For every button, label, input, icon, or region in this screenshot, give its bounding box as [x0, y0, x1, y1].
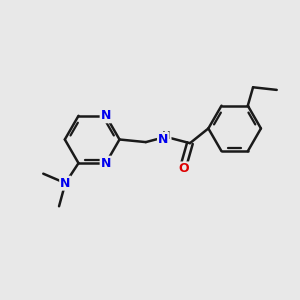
Text: N: N [100, 157, 111, 170]
Text: H: H [162, 131, 171, 141]
Text: N: N [60, 177, 70, 190]
Text: O: O [178, 162, 189, 176]
Text: N: N [100, 109, 111, 122]
Text: N: N [158, 133, 168, 146]
